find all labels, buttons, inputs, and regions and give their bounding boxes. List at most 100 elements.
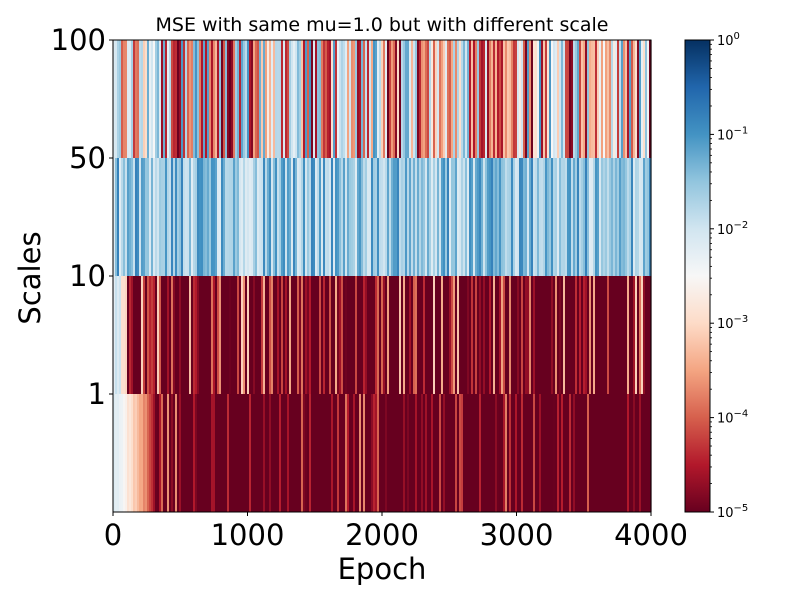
heatmap-cell — [269, 158, 272, 276]
heatmap-cell — [369, 276, 372, 394]
heatmap-cell — [221, 276, 224, 394]
heatmap-cell — [413, 40, 416, 158]
heatmap-cell — [429, 158, 432, 276]
heatmap-cell — [645, 276, 648, 394]
heatmap-cell — [487, 40, 490, 158]
heatmap-cell — [407, 276, 410, 394]
heatmap-cell — [569, 276, 572, 394]
heatmap-cell — [219, 394, 222, 512]
heatmap-cell — [145, 276, 148, 394]
heatmap-cell — [175, 158, 178, 276]
heatmap-cell — [573, 158, 576, 276]
heatmap-cell — [459, 40, 462, 158]
heatmap-cell — [597, 158, 600, 276]
x-axis: 0 1000 2000 3000 4000 — [104, 512, 688, 552]
heatmap-cell — [523, 276, 526, 394]
heatmap-cell — [327, 40, 330, 158]
heatmap-cell — [135, 158, 138, 276]
heatmap-cell — [211, 158, 214, 276]
heatmap-cell — [637, 40, 640, 158]
heatmap-cell — [323, 276, 326, 394]
heatmap-cell — [603, 158, 606, 276]
heatmap-cell — [135, 40, 138, 158]
heatmap-cell — [279, 276, 282, 394]
heatmap-cell — [479, 394, 482, 512]
heatmap-cell — [377, 158, 380, 276]
heatmap-cell — [529, 276, 532, 394]
heatmap-cell — [173, 276, 176, 394]
heatmap-cell — [457, 40, 460, 158]
heatmap-cell — [489, 40, 492, 158]
heatmap-cell — [551, 276, 554, 394]
heatmap-cell — [531, 394, 534, 512]
heatmap-cell — [427, 40, 430, 158]
heatmap-cell — [271, 394, 274, 512]
heatmap-cell — [141, 158, 144, 276]
heatmap-cell — [199, 394, 202, 512]
heatmap-cell — [285, 394, 288, 512]
heatmap-cell — [237, 394, 240, 512]
heatmap-cell — [383, 276, 386, 394]
heatmap-cell — [649, 276, 652, 394]
heatmap-cell — [373, 394, 376, 512]
heatmap-cell — [141, 40, 144, 158]
heatmap-cell — [605, 158, 608, 276]
heatmap-cell — [259, 276, 262, 394]
heatmap-cell — [241, 276, 244, 394]
heatmap-cell — [167, 40, 170, 158]
heatmap-cell — [545, 40, 548, 158]
heatmap-cell — [229, 276, 232, 394]
heatmap-cell — [609, 40, 612, 158]
heatmap-cell — [263, 158, 266, 276]
heatmap-cell — [587, 158, 590, 276]
heatmap-cell — [557, 276, 560, 394]
heatmap-cell — [607, 40, 610, 158]
heatmap-cell — [619, 40, 622, 158]
heatmap-cell — [577, 40, 580, 158]
heatmap-cell — [289, 276, 292, 394]
heatmap-cell — [603, 276, 606, 394]
heatmap-cell — [641, 276, 644, 394]
heatmap-cell — [447, 158, 450, 276]
heatmap-cell — [387, 158, 390, 276]
heatmap-cell — [351, 276, 354, 394]
heatmap-cell — [527, 394, 530, 512]
heatmap-cell — [533, 40, 536, 158]
heatmap-cell — [535, 394, 538, 512]
heatmap-cell — [225, 40, 228, 158]
heatmap-cell — [423, 158, 426, 276]
y-axis: 1 10 50 100 — [51, 23, 113, 411]
heatmap-cell — [179, 394, 182, 512]
heatmap-cell — [349, 40, 352, 158]
heatmap-cell — [115, 276, 118, 394]
heatmap-cell — [291, 394, 294, 512]
heatmap-cell — [563, 276, 566, 394]
heatmap-cell — [543, 40, 546, 158]
heatmap-cell — [587, 394, 590, 512]
heatmap-cell — [371, 158, 374, 276]
heatmap-cell — [147, 394, 150, 512]
heatmap-cell — [493, 40, 496, 158]
heatmap-cell — [335, 394, 338, 512]
heatmap-cell — [261, 40, 264, 158]
heatmap-cell — [583, 276, 586, 394]
heatmap-cell — [319, 276, 322, 394]
heatmap-cell — [429, 40, 432, 158]
heatmap-cell — [479, 40, 482, 158]
heatmap-cell — [497, 158, 500, 276]
heatmap-cell — [467, 40, 470, 158]
heatmap-cell — [419, 158, 422, 276]
heatmap-cell — [565, 394, 568, 512]
heatmap-cell — [307, 394, 310, 512]
heatmap-cell — [649, 394, 652, 512]
heatmap-cell — [343, 394, 346, 512]
heatmap-cell — [123, 276, 126, 394]
heatmap-cell — [567, 276, 570, 394]
heatmap-cell — [541, 158, 544, 276]
heatmap-cell — [425, 40, 428, 158]
heatmap-cell — [121, 158, 124, 276]
heatmap-cell — [161, 158, 164, 276]
heatmap-cell — [609, 158, 612, 276]
heatmap-cell — [285, 276, 288, 394]
heatmap-cell — [177, 276, 180, 394]
